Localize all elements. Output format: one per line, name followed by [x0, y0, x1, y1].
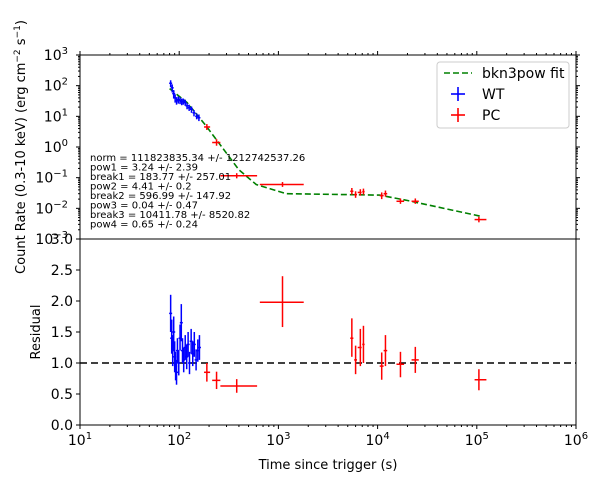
fit-parameter-annotation: pow4 = 0.65 +/- 0.24 — [90, 220, 198, 231]
x-tick-label: 102 — [167, 431, 191, 449]
fit-parameter-annotation: pow3 = 0.04 +/- 0.47 — [90, 201, 198, 212]
top-y-tick-label: 101 — [44, 107, 68, 125]
bottom-y-tick-label: 0.0 — [51, 418, 73, 434]
bottom-y-tick-label: 2.0 — [51, 294, 73, 310]
top-y-tick-label: 10−2 — [35, 199, 68, 217]
top-y-tick-label: 102 — [44, 77, 68, 95]
x-tick-label: 104 — [365, 431, 389, 449]
bottom-y-tick-label: 2.5 — [51, 263, 73, 279]
top-y-tick-label: 100 — [44, 138, 68, 156]
fit-parameter-annotation: pow1 = 3.24 +/- 2.39 — [90, 163, 198, 174]
x-tick-label: 103 — [266, 431, 290, 449]
legend-label: PC — [482, 108, 500, 124]
top-y-tick-label: 10−3 — [35, 230, 68, 248]
top-y-tick-label: 10−1 — [35, 169, 68, 187]
bottom-y-tick-label: 1.5 — [51, 325, 73, 341]
fit-parameter-annotation: break2 = 596.99 +/- 147.92 — [90, 191, 231, 202]
xlabel: Time since trigger (s) — [258, 458, 398, 473]
bottom-y-tick-label: 0.5 — [51, 387, 73, 403]
fit-parameter-annotation: break3 = 10411.78 +/- 8520.82 — [90, 210, 250, 221]
x-tick-label: 101 — [68, 431, 92, 449]
fit-parameter-annotation: break1 = 183.77 +/- 257.01 — [90, 172, 231, 183]
bottom-y-tick-label: 1.0 — [51, 356, 73, 372]
fit-parameter-annotation: pow2 = 4.41 +/- 0.2 — [90, 182, 192, 193]
top-ylabel: Count Rate (0.3-10 keV) (erg cm−2 s−1) — [13, 20, 29, 274]
top-y-tick-label: 103 — [44, 46, 68, 64]
fit-parameter-annotation: norm = 111823835.34 +/- 1212742537.26 — [90, 153, 305, 164]
legend: bkn3pow fit WT PC — [436, 61, 570, 129]
legend-label: bkn3pow fit — [482, 66, 565, 82]
legend-box — [436, 61, 570, 129]
bottom-y-tick-label: 3.0 — [51, 232, 73, 248]
bottom-ylabel: Residual — [29, 305, 44, 360]
x-tick-label: 106 — [564, 431, 588, 449]
x-tick-label: 105 — [465, 431, 489, 449]
legend-label: WT — [482, 87, 505, 103]
bottom-panel-frame — [79, 238, 577, 426]
